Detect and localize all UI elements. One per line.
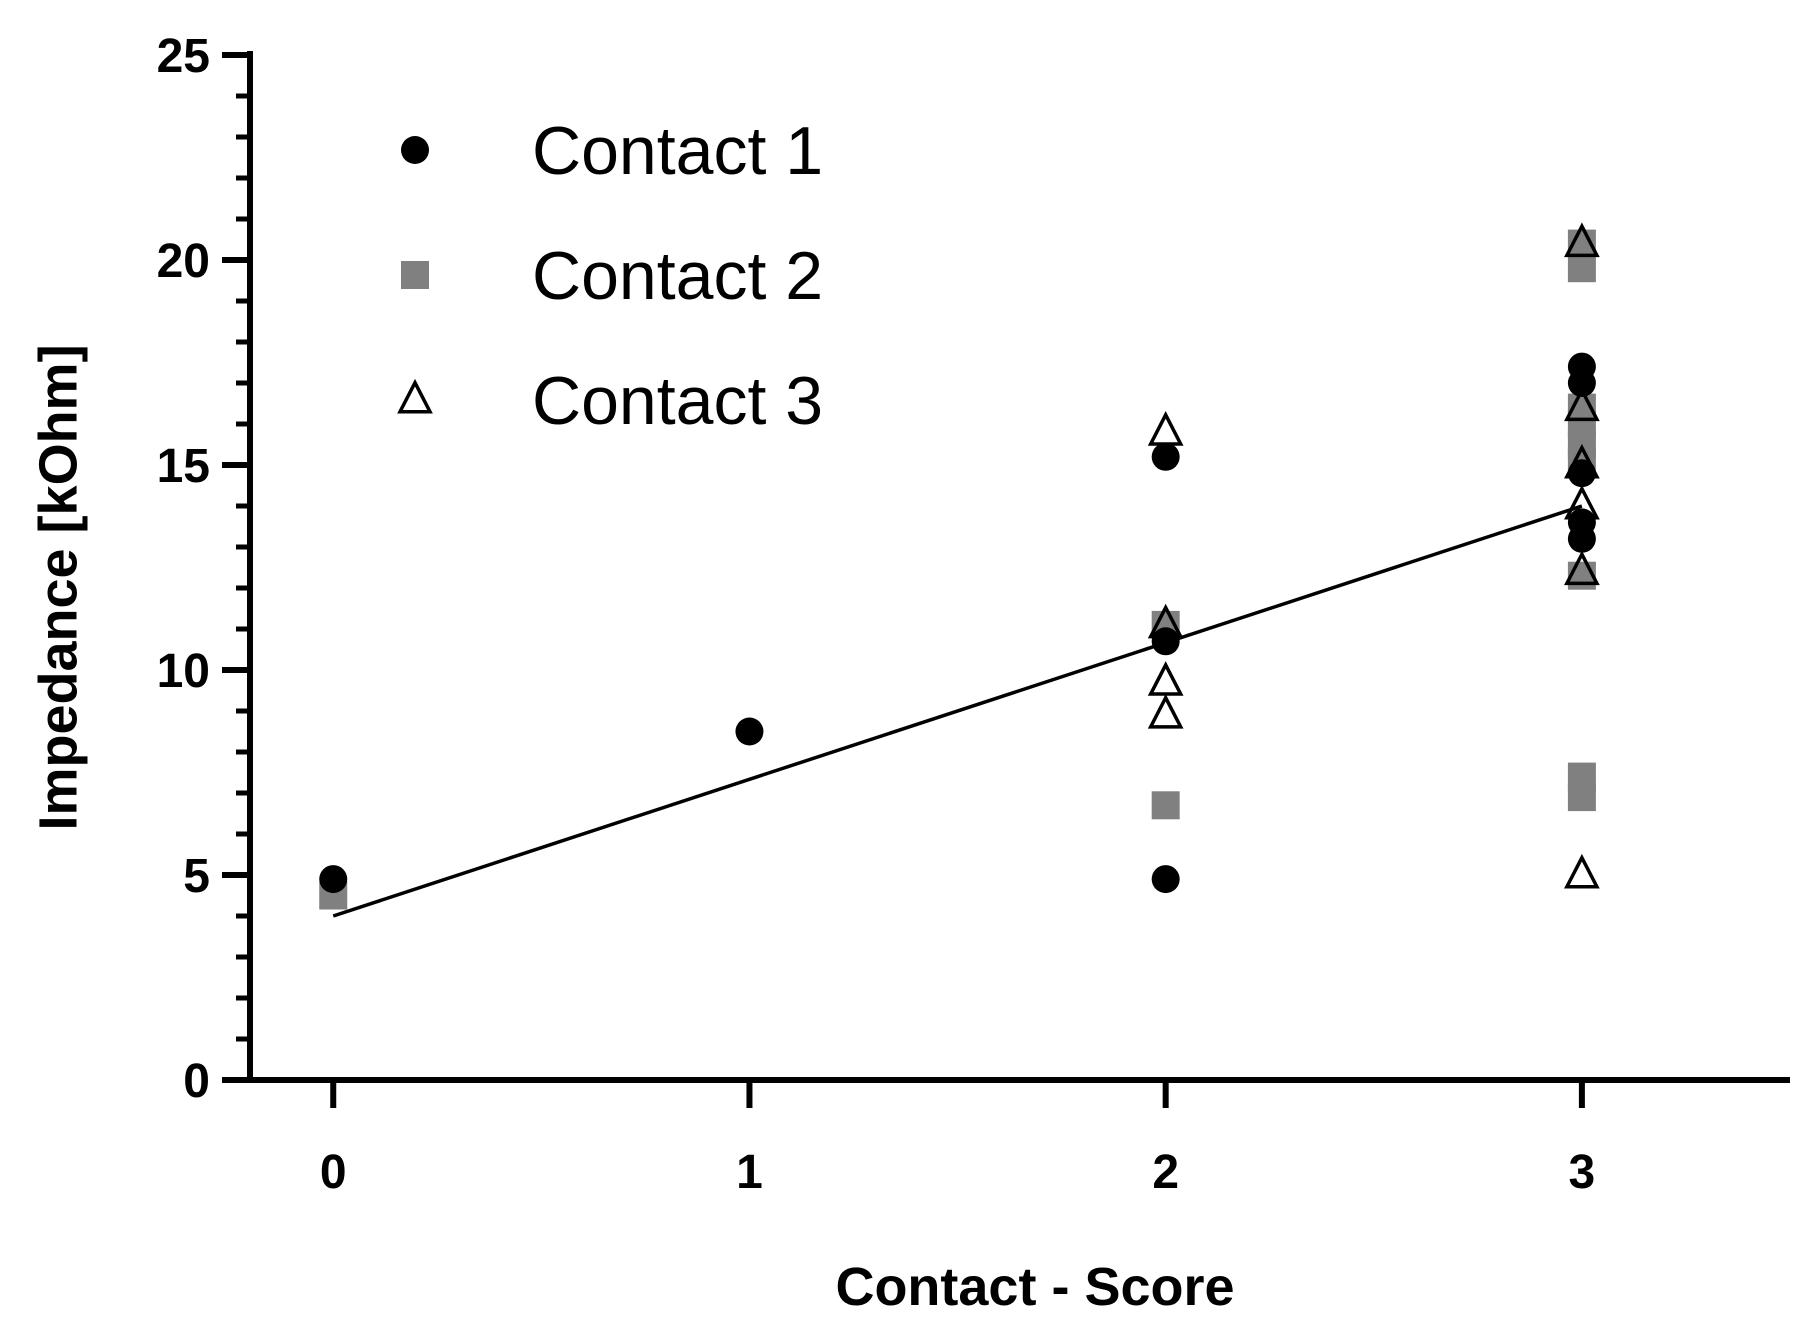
data-point (1151, 627, 1180, 656)
data-points-group (319, 222, 1600, 910)
data-point (1147, 411, 1184, 446)
data-point (319, 865, 348, 894)
x-tick-label: 0 (320, 1146, 347, 1199)
data-point (735, 717, 764, 746)
data-point (1567, 459, 1596, 488)
legend-label: Contact 2 (532, 238, 823, 314)
data-point (1147, 693, 1184, 729)
legend: Contact 1 Contact 2 Contact 3 (397, 113, 823, 439)
data-point (1151, 442, 1180, 471)
y-tick-label: 20 (157, 235, 210, 288)
data-point (1564, 853, 1600, 889)
y-tick-label: 15 (157, 440, 210, 493)
y-tick-label: 0 (183, 1055, 210, 1108)
x-axis-title: Contact - Score (835, 1257, 1234, 1317)
x-tick-label: 2 (1152, 1146, 1179, 1199)
data-point (1564, 484, 1600, 520)
data-point (1564, 222, 1600, 258)
y-tick-label: 25 (157, 30, 210, 83)
legend-label: Contact 3 (532, 363, 823, 439)
y-tick-label: 5 (183, 850, 210, 903)
trend-line-group (332, 504, 1583, 918)
data-point (1151, 791, 1180, 820)
data-point (1567, 524, 1596, 553)
legend-marker (401, 136, 429, 164)
data-point (1567, 254, 1596, 283)
data-point (1564, 386, 1600, 422)
x-tick-label: 3 (1569, 1146, 1596, 1199)
legend-marker (401, 261, 429, 289)
axes-group: 0 5 10 15 20 25 0 1 2 3 (157, 30, 1790, 1199)
trend-line (332, 504, 1583, 918)
data-point (1567, 369, 1596, 397)
data-point (1567, 783, 1596, 812)
y-axis-title: Impedance [kOhm] (28, 344, 88, 830)
data-point (1151, 865, 1180, 894)
data-point (1147, 603, 1184, 639)
x-tick-label: 1 (736, 1146, 763, 1199)
data-point (1564, 443, 1600, 479)
data-point (1147, 661, 1184, 696)
y-tick-label: 10 (157, 645, 210, 698)
legend-marker (397, 378, 433, 414)
data-point (1564, 550, 1600, 586)
legend-label: Contact 1 (532, 113, 823, 189)
